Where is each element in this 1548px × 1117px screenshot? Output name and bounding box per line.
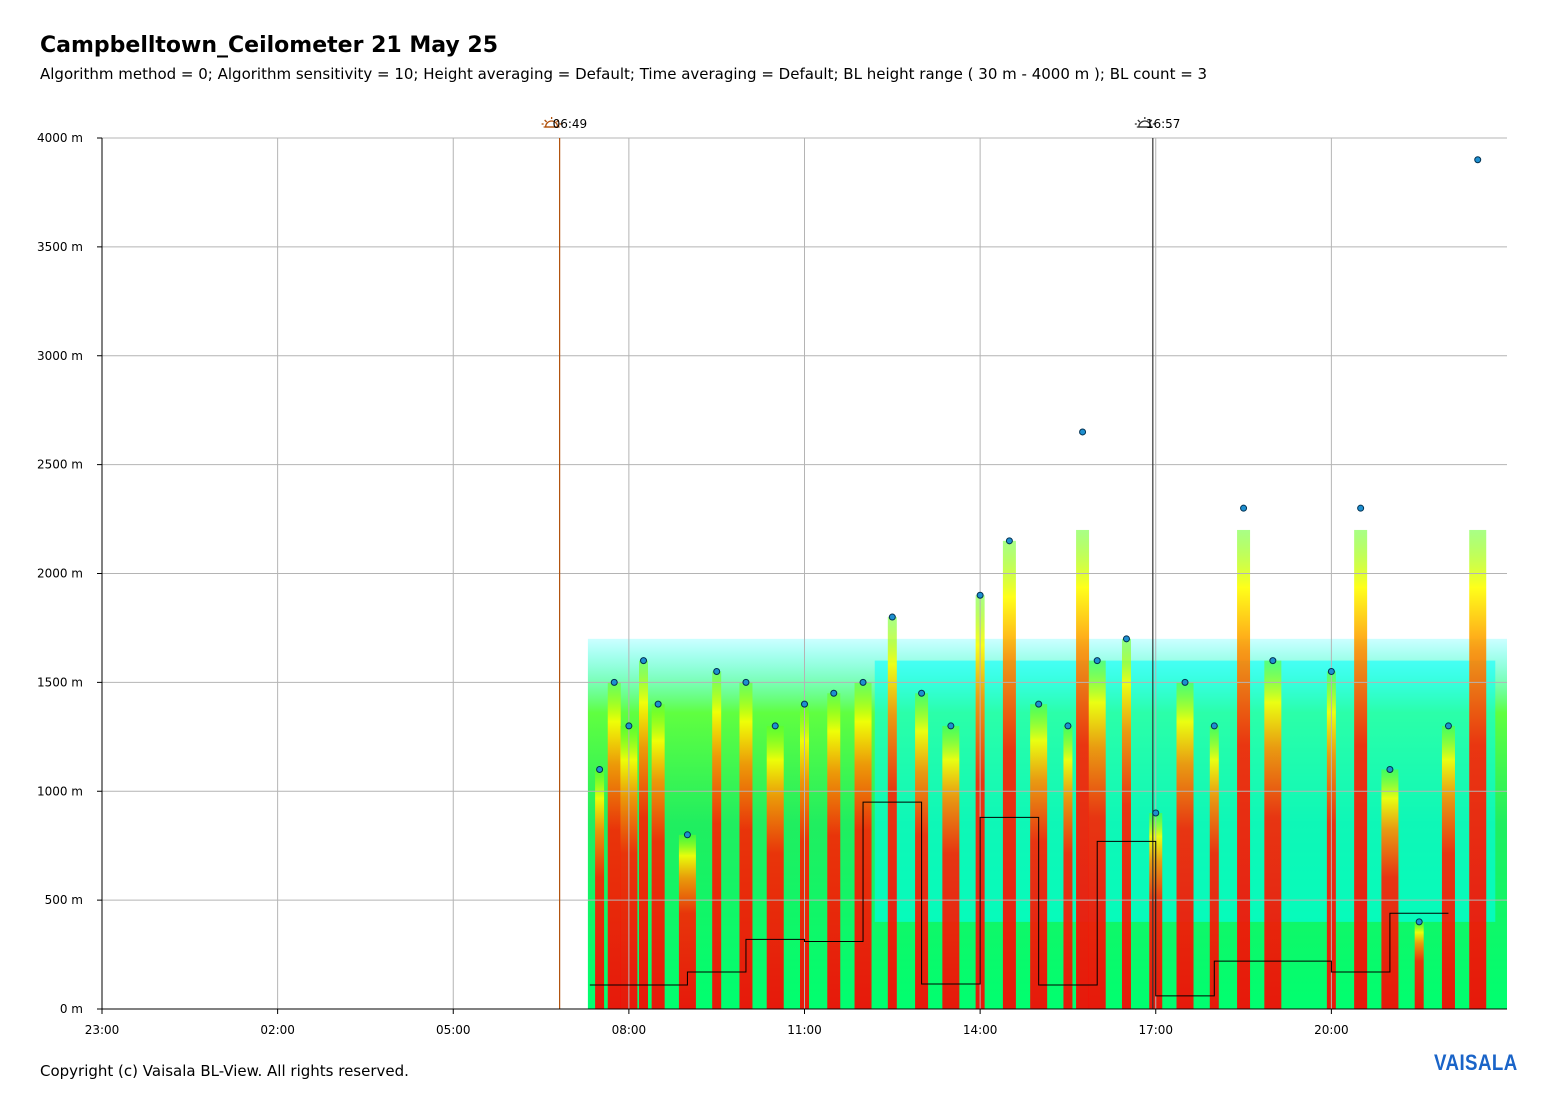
x-tick-label: 05:00 <box>436 1023 471 1037</box>
aerosol-layer <box>1441 725 1455 1009</box>
aerosol-layer <box>1002 540 1016 1009</box>
bl-height-point <box>1357 504 1365 512</box>
bl-height-point <box>771 722 779 730</box>
bl-step-path <box>589 801 1449 997</box>
x-tick-label: 08:00 <box>612 1023 647 1037</box>
x-tick-label: 23:00 <box>85 1023 120 1037</box>
bl-height-points <box>596 156 1482 926</box>
sunrise-ray-glyph <box>556 119 560 123</box>
x-tick-label: 11:00 <box>787 1023 822 1037</box>
aerosol-layer <box>1354 529 1368 1009</box>
bl-height-point <box>1181 678 1189 686</box>
sun-events: 06:49 16:57 <box>541 117 1181 1009</box>
backscatter-heatmap <box>587 529 1507 1009</box>
x-tick-label: 20:00 <box>1314 1023 1349 1037</box>
chart-title: Campbelltown_Ceilometer 21 May 25 <box>40 33 499 58</box>
aerosol-layer <box>1176 682 1194 1009</box>
sunset-ray-glyph <box>1137 119 1141 123</box>
aerosol-layer <box>1088 660 1106 1009</box>
aerosol-layer <box>607 682 621 1009</box>
aerosol-layer <box>639 660 649 1009</box>
aerosol-layer <box>1469 529 1487 1009</box>
bl-height-point <box>683 831 691 839</box>
bl-height-point <box>596 765 604 773</box>
bl-height-point <box>1152 809 1160 817</box>
bl-height-point <box>801 700 808 708</box>
bl-height-point <box>610 678 618 686</box>
sunrise-icon <box>541 117 562 128</box>
y-tick-label: 1000 m <box>37 784 83 798</box>
sunset-ray-glyph <box>1149 119 1153 123</box>
copyright-text: Copyright (c) Vaisala BL-View. All right… <box>40 1062 409 1080</box>
y-tick-label: 2000 m <box>37 567 83 581</box>
bl-step-line <box>589 801 1449 997</box>
bl-height-point <box>918 689 926 697</box>
aerosol-layer <box>887 617 897 1009</box>
sunset-icon <box>1134 117 1155 128</box>
y-tick-label: 3500 m <box>37 240 83 254</box>
sunrise-ray-glyph <box>544 119 548 123</box>
chart-subtitle: Algorithm method = 0; Algorithm sensitiv… <box>40 65 1208 83</box>
aerosol-layer <box>1264 660 1282 1009</box>
bl-height-point <box>1079 428 1087 436</box>
y-tick-label: 2500 m <box>37 458 83 472</box>
aerosol-layer <box>1209 725 1219 1009</box>
bl-height-point <box>1269 657 1277 665</box>
bl-height-point <box>1444 722 1452 730</box>
vaisala-logo: VAISALA <box>1434 1050 1518 1075</box>
bl-height-point <box>1210 722 1218 730</box>
aerosol-layer <box>1414 921 1424 1009</box>
aerosol-layer <box>1237 529 1251 1009</box>
bl-height-point <box>888 613 896 621</box>
bl-height-point <box>1386 765 1394 773</box>
bl-height-point <box>625 722 633 730</box>
bl-height-point <box>1122 635 1130 643</box>
aerosol-layer <box>766 725 784 1009</box>
aerosol-layer <box>827 693 841 1009</box>
aerosol-layer <box>651 704 665 1009</box>
bl-height-point <box>1240 504 1248 512</box>
aerosol-layer <box>942 725 960 1009</box>
bl-height-point <box>947 722 955 730</box>
bl-height-point <box>742 678 750 686</box>
bl-height-point <box>654 700 662 708</box>
y-tick-label: 1500 m <box>37 675 83 689</box>
y-tick-label: 4000 m <box>37 131 83 145</box>
aerosol-layer <box>739 682 753 1009</box>
bl-height-point <box>976 591 984 599</box>
bl-height-point <box>1327 667 1335 675</box>
bl-height-point <box>859 678 867 686</box>
aerosol-layer <box>678 834 696 1009</box>
sunrise-time-label: 06:49 <box>553 117 588 131</box>
x-tick-label: 02:00 <box>260 1023 295 1037</box>
aerosol-layer <box>1381 769 1399 1009</box>
aerosol-layer <box>595 769 605 1009</box>
bl-height-point <box>713 667 721 675</box>
bl-height-point <box>640 657 648 665</box>
y-tick-label: 3000 m <box>37 349 83 363</box>
y-tick-label: 500 m <box>45 893 83 907</box>
axes: 0 m 500 m 1000 m 1500 m 2000 m 2500 m 3000 m 35… <box>37 131 1507 1037</box>
aerosol-layer <box>1063 725 1073 1009</box>
bl-height-point <box>1093 657 1101 665</box>
bl-height-point <box>1474 156 1482 164</box>
y-tick-label: 0 m <box>60 1002 83 1016</box>
aerosol-layer <box>712 671 722 1009</box>
bl-height-point <box>1005 537 1013 545</box>
x-tick-label: 17:00 <box>1138 1023 1173 1037</box>
bl-height-point <box>1415 918 1423 926</box>
bl-height-point <box>1064 722 1072 730</box>
x-tick-label: 14:00 <box>963 1023 998 1037</box>
bl-height-point <box>830 689 838 697</box>
aerosol-layer <box>1076 529 1090 1009</box>
bl-height-point <box>1035 700 1043 708</box>
aerosol-layer <box>1121 638 1131 1009</box>
sunset-time-label: 16:57 <box>1146 117 1181 131</box>
